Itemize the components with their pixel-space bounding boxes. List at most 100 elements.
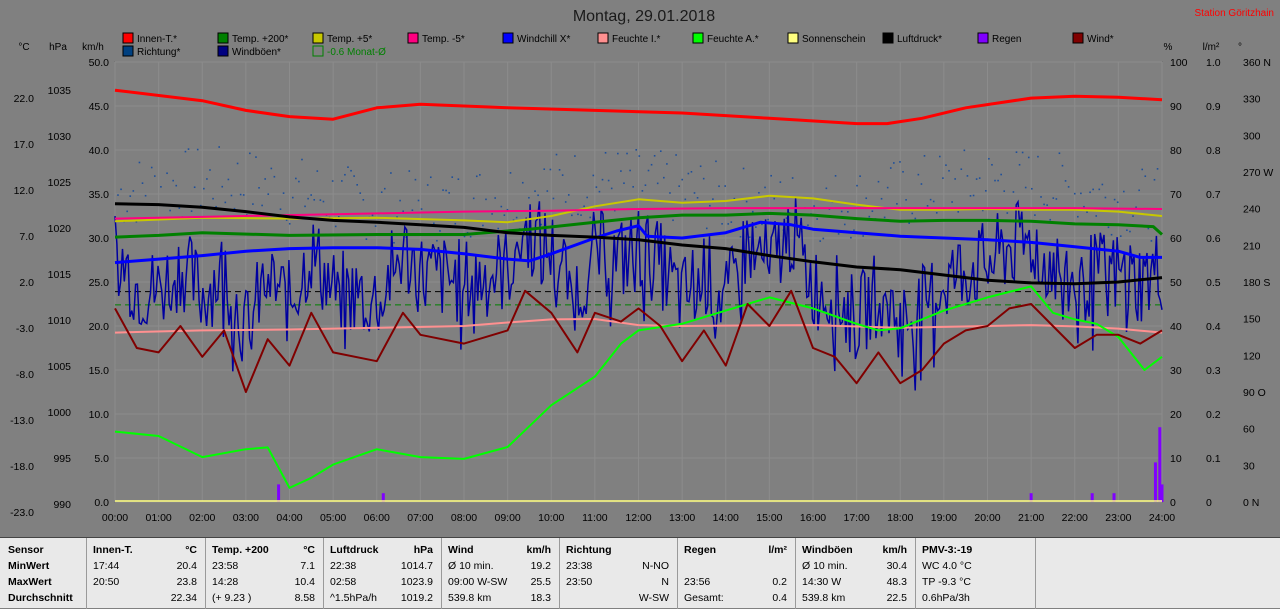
stats-row [678, 558, 795, 574]
direction-point [242, 194, 245, 196]
direction-point [1107, 226, 1110, 229]
tick-time: 18:00 [887, 512, 913, 524]
legend-label-windb-en: Windböen* [232, 47, 281, 58]
direction-point [684, 198, 687, 201]
legend-label-0-6-monat: -0.6 Monat-Ø [327, 47, 386, 58]
direction-point [141, 182, 144, 184]
direction-point [337, 216, 340, 218]
stats-header: PMV-3:-19 [916, 542, 1035, 558]
direction-point [653, 154, 656, 157]
tick-time: 10:00 [538, 512, 564, 524]
direction-point [966, 175, 969, 177]
stats-cell-label: 20:50 [93, 576, 120, 588]
rain-bar [381, 493, 385, 502]
direction-point [942, 177, 944, 179]
stats-cell-value: 25.5 [530, 576, 551, 588]
direction-point [610, 187, 613, 190]
direction-point [448, 192, 450, 194]
direction-point [1119, 235, 1122, 237]
stats-row: WC 4.0 °C [916, 558, 1035, 574]
direction-point [669, 192, 671, 194]
stats-header: Temp. +200 °C [206, 542, 323, 558]
stats-row: 17:44 20.4 [87, 558, 205, 574]
direction-point [939, 155, 941, 158]
direction-point [1003, 190, 1006, 192]
legend-label-luftdruck: Luftdruck* [897, 34, 942, 45]
direction-point [589, 216, 592, 219]
direction-point [583, 205, 585, 208]
stats-column-wind: Wind km/h Ø 10 min. 19.2 09:00 W-SW 25.5 539.8… [442, 538, 560, 609]
stats-row: 539.8 km 18.3 [442, 590, 559, 606]
stats-column-pmv-3-19: PMV-3:-19 WC 4.0 °C TP -9.3 °C 0.6hPa/3h [916, 538, 1036, 609]
direction-point [365, 238, 368, 240]
direction-point [396, 216, 398, 218]
tick-direction: 270 W [1243, 167, 1273, 179]
direction-point [206, 178, 208, 180]
stats-column-temp-200: Temp. +200 °C 23:58 7.1 14:28 10.4 (+ 9.23 ) 8.… [206, 538, 324, 609]
direction-point [1144, 175, 1147, 178]
direction-point [503, 214, 506, 216]
tick-time: 21:00 [1018, 512, 1044, 524]
tick-time: 07:00 [407, 512, 433, 524]
stats-cell-label: 14:30 W [802, 576, 842, 588]
stats-cell-label: ^1.5hPa/h [330, 592, 377, 604]
direction-point [291, 196, 294, 199]
stats-cell-value: km/h [882, 544, 907, 556]
tick-time: 14:00 [713, 512, 739, 524]
stats-cell-value: 18.3 [530, 592, 551, 604]
legend-swatch-temp-5 [407, 32, 419, 44]
stats-row: MaxWert [0, 574, 86, 590]
direction-point [994, 179, 996, 182]
direction-point [506, 208, 509, 211]
direction-point [843, 223, 846, 226]
stats-cell-value: 7.1 [300, 560, 315, 572]
stats-row: 23:38 N-NO [560, 558, 677, 574]
direction-point [632, 186, 634, 188]
direction-point [819, 240, 822, 242]
direction-point [239, 193, 242, 196]
direction-point [1116, 201, 1119, 204]
direction-point [675, 154, 677, 156]
stats-column-windb-en: Windböen km/h Ø 10 min. 30.4 14:30 W 48.3 539.… [796, 538, 916, 609]
direction-point [755, 226, 757, 228]
direction-point [390, 172, 392, 174]
direction-point [1129, 230, 1131, 233]
legend-label-richtung: Richtung* [137, 47, 180, 58]
tick-time: 24:00 [1149, 512, 1175, 524]
direction-point [356, 184, 358, 186]
direction-point [555, 153, 558, 156]
direction-point [193, 186, 196, 189]
direction-point [371, 214, 374, 217]
legend-swatch-richtung [122, 45, 134, 57]
direction-point [1073, 192, 1076, 195]
tick-kmh: 20.0 [89, 321, 110, 333]
direction-point [261, 204, 263, 207]
direction-point [837, 233, 840, 235]
direction-point [233, 207, 236, 210]
stats-row: W-SW [560, 590, 677, 606]
direction-point [442, 189, 444, 191]
tick-time: 19:00 [931, 512, 957, 524]
direction-point [160, 186, 162, 188]
direction-point [712, 198, 714, 200]
stats-cell-value: 19.2 [530, 560, 551, 572]
tick-rain: 0.4 [1206, 321, 1221, 333]
direction-point [417, 199, 420, 202]
direction-point [212, 197, 214, 200]
direction-point [408, 170, 411, 172]
direction-point [948, 169, 950, 172]
stats-cell-label: Durchschnitt [8, 592, 73, 604]
direction-point [635, 149, 638, 151]
direction-point [1083, 205, 1085, 208]
direction-point [1067, 186, 1070, 188]
rain-bar [277, 484, 281, 502]
series-windchill-x [114, 220, 1162, 265]
stats-header: Innen-T. °C [87, 542, 205, 558]
direction-point [420, 208, 423, 210]
direction-point [255, 156, 257, 158]
legend-label-feuchte-i: Feuchte I.* [612, 34, 660, 45]
tick-kmh: 15.0 [89, 365, 110, 377]
tick-direction: 360 N [1243, 57, 1271, 69]
rain-bar [1160, 484, 1164, 502]
stats-cell-label: 02:58 [330, 576, 357, 588]
